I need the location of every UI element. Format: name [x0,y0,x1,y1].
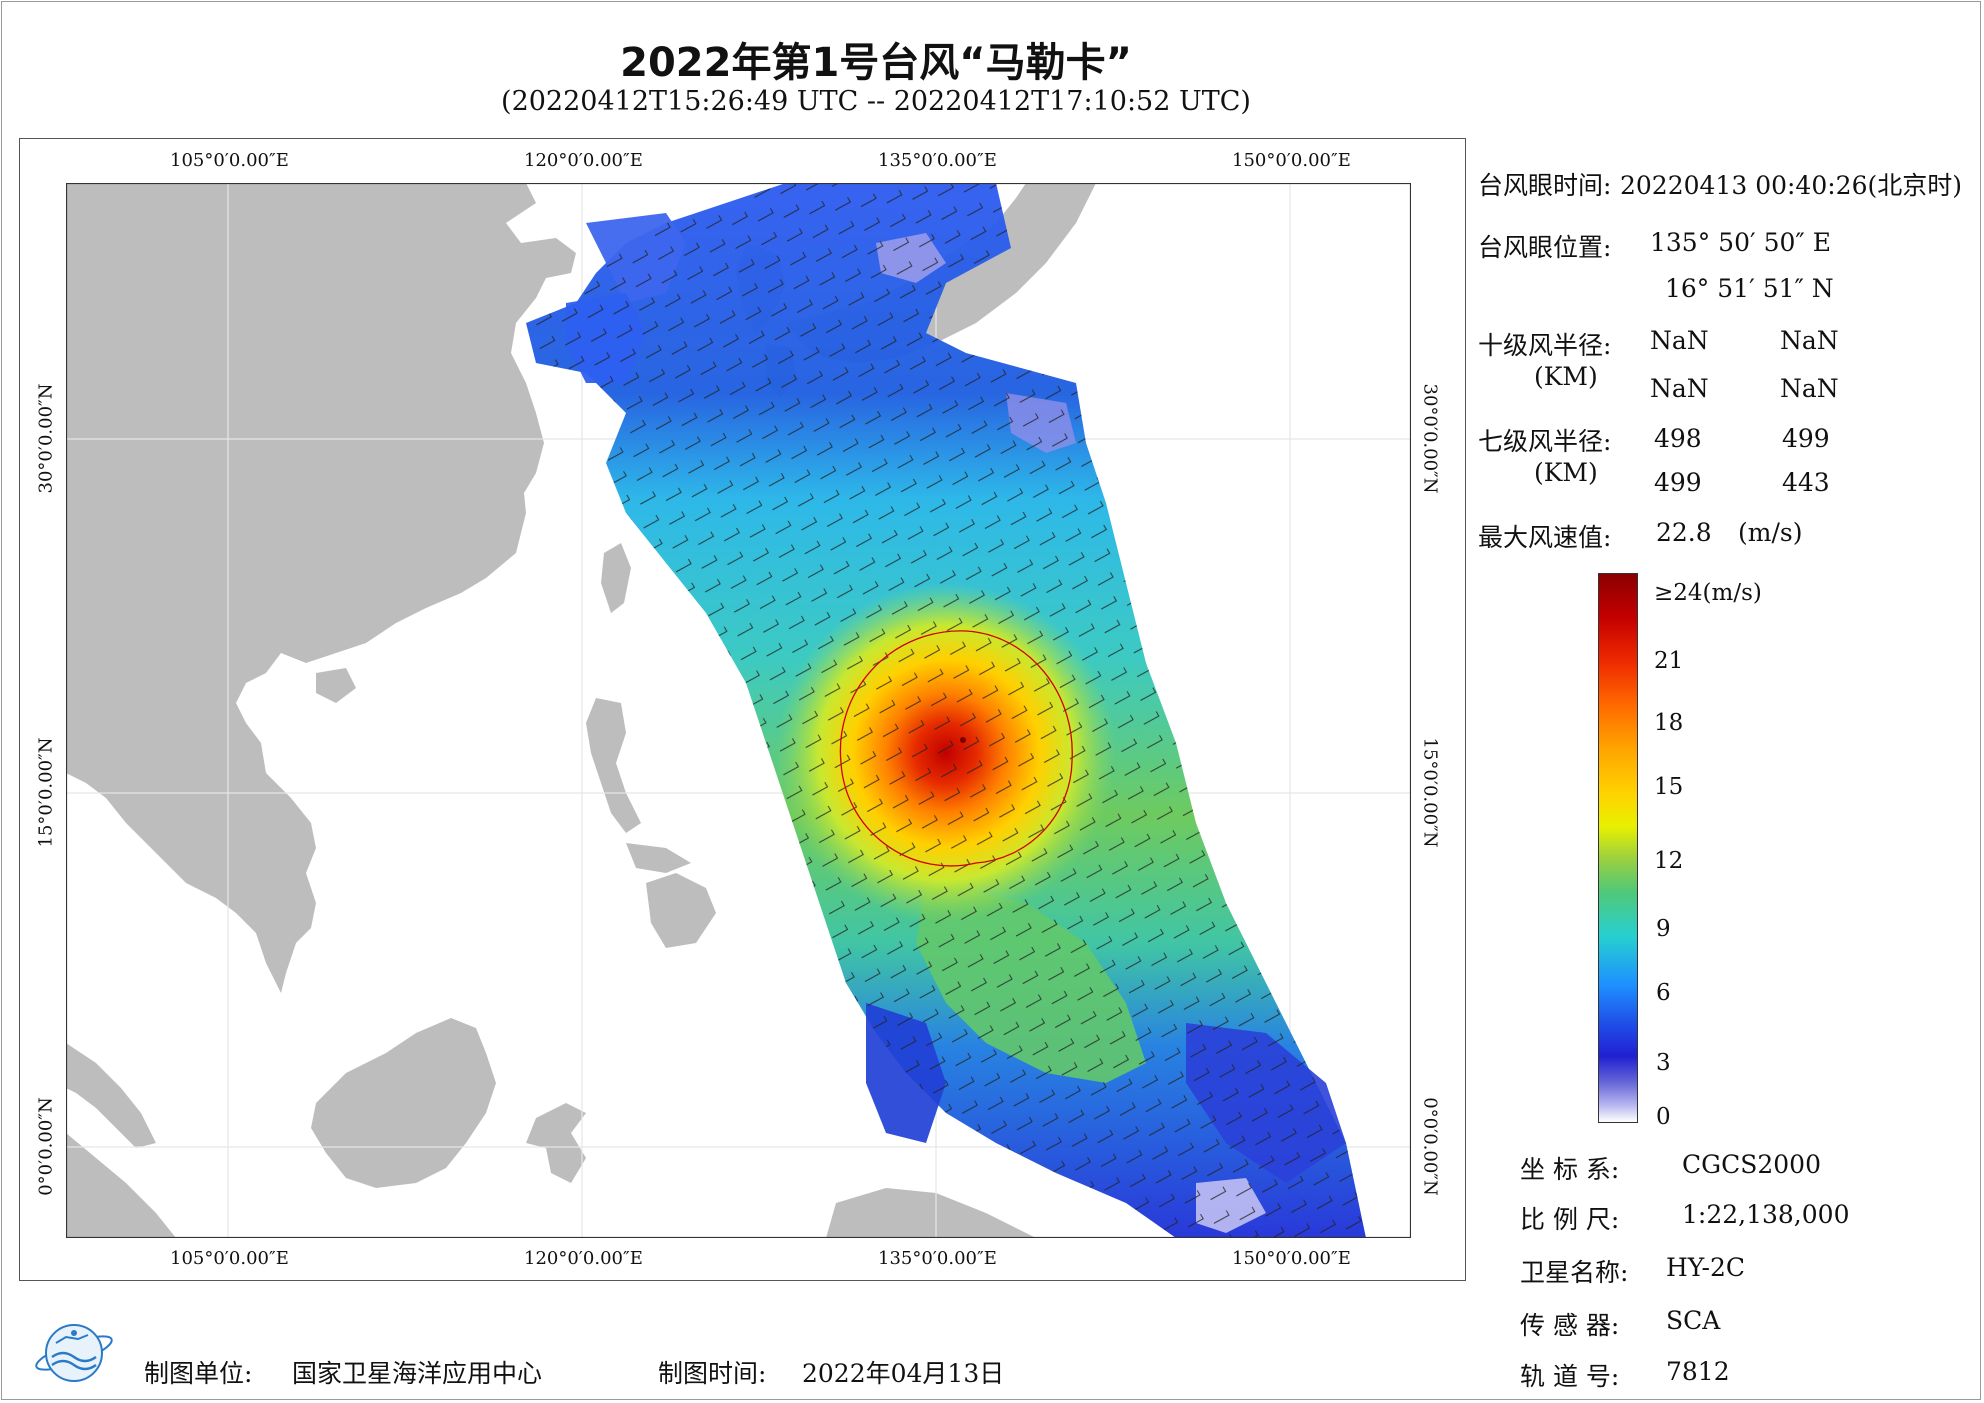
legend-label-12: 12 [1654,848,1684,874]
land-sumatra [66,1133,176,1238]
eye-pos-label: 台风眼位置: [1478,233,1612,262]
r7-unit: (KM) [1534,458,1598,487]
r7-value-4: 443 [1782,468,1830,497]
lon-tick-bottom-135: 135°0′0.00″E [878,1248,997,1269]
lat-tick-right-0: 0°0′0.00″N [1419,1097,1441,1196]
land-philippines-luzon [586,698,641,833]
lon-tick-top-120: 120°0′0.00″E [524,150,643,171]
lon-tick-top-150: 150°0′0.00″E [1232,150,1351,171]
lon-tick-top-135: 135°0′0.00″E [878,150,997,171]
crs-value: CGCS2000 [1682,1150,1821,1179]
lat-tick-left-30: 30°0′0.00″N [35,383,57,494]
orbit-value: 7812 [1666,1357,1730,1386]
land-asia-mainland [66,183,576,993]
r7-wind-radius [839,630,1073,867]
legend-label-9: 9 [1656,916,1671,942]
max-wind-label: 最大风速值: [1478,523,1612,552]
scale-label: 比 例 尺: [1520,1205,1620,1234]
production-date-label: 制图时间: [658,1359,767,1388]
lon-tick-top-105: 105°0′0.00″E [170,150,289,171]
lon-tick-bottom-150: 150°0′0.00″E [1232,1248,1351,1269]
eye-time-label: 台风眼时间: [1478,171,1612,200]
scale-value: 1:22,138,000 [1682,1200,1850,1229]
lat-tick-right-15: 15°0′0.00″N [1419,737,1441,848]
wind-field-map [66,183,1411,1238]
sensor-value: SCA [1666,1306,1721,1335]
lat-tick-left-0: 0°0′0.00″N [35,1097,57,1196]
legend-label-21: 21 [1654,648,1684,674]
wind-barbs [526,183,1366,1238]
wind-speed-colorbar [1598,573,1638,1123]
r10-value-4: NaN [1780,374,1839,403]
legend-label-24: ≥24(m/s) [1654,580,1762,606]
legend-label-15: 15 [1654,774,1684,800]
r10-value-3: NaN [1650,374,1709,403]
map-title: 2022年第1号台风“马勒卡” [620,40,1132,86]
map-subtitle: (20220412T15:26:49 UTC -- 20220412T17:10… [501,86,1251,117]
eye-lat: 16° 51′ 51″ N [1665,274,1834,303]
max-wind-value: 22.8 [1656,518,1712,547]
production-date-value: 2022年04月13日 [802,1359,1005,1388]
r7-value-2: 499 [1782,424,1830,453]
max-wind-unit: (m/s) [1738,518,1803,547]
r10-value-2: NaN [1780,326,1839,355]
legend-label-6: 6 [1656,980,1671,1006]
land-philippines-mindanao [646,873,716,948]
land-malay-peninsula [66,1043,156,1148]
land-sulawesi [526,1103,586,1183]
nsoas-logo [35,1324,113,1382]
legend-label-3: 3 [1656,1050,1671,1076]
land-philippines-visayas [626,843,691,873]
r10-label: 十级风半径: [1478,331,1612,360]
satellite-value: HY-2C [1666,1253,1746,1282]
legend-label-0: 0 [1656,1104,1671,1130]
map-frame [19,138,1466,1281]
satellite-label: 卫星名称: [1520,1258,1629,1287]
typhoon-eye [960,737,966,743]
producer-value: 国家卫星海洋应用中心 [292,1359,543,1388]
sensor-label: 传 感 器: [1520,1311,1620,1340]
r7-value-3: 499 [1654,468,1702,497]
land-taiwan [601,543,631,613]
lon-tick-bottom-105: 105°0′0.00″E [170,1248,289,1269]
lat-tick-right-30: 30°0′0.00″N [1419,383,1441,494]
eye-lon: 135° 50′ 50″ E [1650,228,1831,257]
legend-label-18: 18 [1654,710,1684,736]
r7-label: 七级风半径: [1478,427,1612,456]
land-new-guinea [826,1188,1036,1238]
land-hainan [316,668,356,703]
lon-tick-bottom-120: 120°0′0.00″E [524,1248,643,1269]
orbit-label: 轨 道 号: [1520,1362,1620,1391]
r7-value-1: 498 [1654,424,1702,453]
r10-unit: (KM) [1534,362,1598,391]
crs-label: 坐 标 系: [1520,1155,1620,1184]
producer-label: 制图单位: [144,1359,253,1388]
land-borneo [311,1018,496,1188]
lat-tick-left-15: 15°0′0.00″N [35,737,57,848]
eye-time-value: 20220413 00:40:26(北京时) [1620,171,1962,200]
r10-value-1: NaN [1650,326,1709,355]
